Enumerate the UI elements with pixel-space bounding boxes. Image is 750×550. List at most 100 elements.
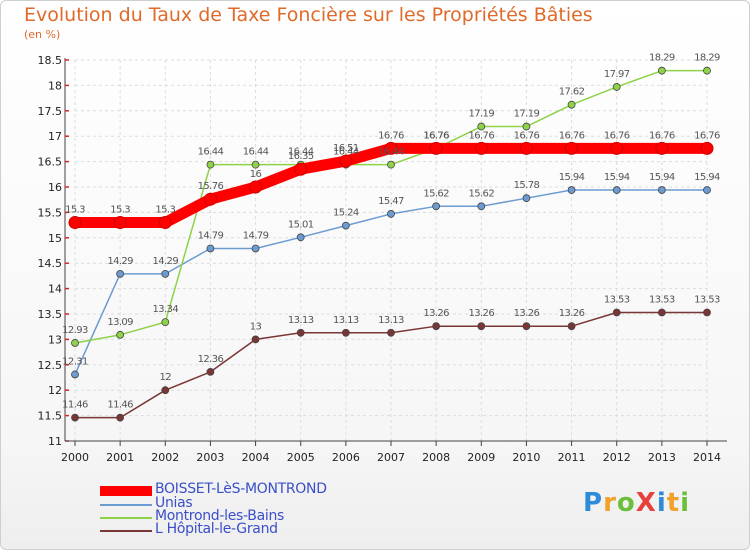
data-point: [296, 328, 305, 337]
data-point: [610, 141, 624, 155]
data-point: [567, 100, 576, 109]
data-point: [249, 180, 263, 194]
x-tick-label: 2007: [377, 451, 405, 464]
data-label: 13.26: [468, 308, 494, 319]
logo-letter: o: [616, 488, 636, 518]
data-label: 15.62: [423, 188, 449, 199]
logo-letter: X: [635, 488, 657, 518]
data-point: [296, 233, 305, 242]
y-tick-label: 11.5: [38, 410, 63, 423]
data-point: [161, 318, 170, 327]
data-point: [113, 216, 127, 230]
y-tick-label: 17.5: [38, 105, 63, 118]
x-tick-label: 2003: [196, 451, 224, 464]
y-tick-label: 18: [48, 79, 62, 92]
data-label: 13.53: [694, 294, 720, 305]
data-point: [477, 122, 486, 131]
y-tick-label: 12: [48, 384, 62, 397]
data-label: 14.29: [152, 256, 178, 267]
data-point: [612, 186, 621, 194]
x-tick-label: 2006: [332, 451, 360, 464]
data-point: [657, 308, 666, 317]
data-point: [251, 335, 260, 344]
data-label: 15.94: [694, 172, 720, 183]
data-label: 17.19: [468, 109, 494, 120]
y-tick-label: 16: [48, 181, 62, 194]
y-tick-label: 15.5: [38, 206, 63, 219]
data-label: 16.35: [288, 151, 314, 162]
data-label: 15.76: [198, 181, 224, 192]
data-point: [657, 186, 666, 194]
data-label: 11.46: [107, 400, 133, 411]
logo-letter: i: [656, 488, 667, 518]
data-label: 15.3: [65, 205, 85, 216]
x-tick-label: 2000: [61, 451, 89, 464]
data-label: 16.44: [333, 147, 359, 158]
y-axis-unit: (en %): [24, 28, 61, 41]
y-tick-label: 12.5: [38, 359, 63, 372]
data-point: [655, 141, 669, 155]
x-tick-label: 2008: [422, 451, 450, 464]
data-label: 13.34: [152, 304, 178, 315]
data-point: [71, 370, 79, 379]
data-label: 15.01: [288, 219, 314, 230]
y-tick-label: 18.5: [38, 54, 63, 67]
data-point: [203, 192, 217, 206]
data-label: 15.3: [155, 205, 175, 216]
data-point: [206, 244, 215, 253]
data-point: [432, 202, 441, 211]
data-label: 17.62: [559, 87, 585, 98]
data-label: 16.76: [604, 130, 630, 141]
legend-label: L Hôpital-le-Grand: [155, 521, 278, 537]
data-label: 14.29: [107, 256, 133, 267]
legend-label: BOISSET-LèS-MONTROND: [155, 481, 327, 497]
data-label: 15.94: [559, 172, 585, 183]
data-point: [384, 141, 398, 155]
data-label: 16.76: [468, 130, 494, 141]
data-label: 15.3: [110, 205, 130, 216]
chart-title: Evolution du Taux de Taxe Foncière sur l…: [24, 4, 593, 26]
x-tick-label: 2013: [648, 451, 676, 464]
data-point: [341, 221, 350, 230]
proxiti-logo: ProXiti: [583, 488, 690, 518]
data-point: [387, 160, 395, 169]
data-point: [251, 244, 260, 253]
y-tick-label: 13.5: [38, 308, 63, 321]
data-label: 13.26: [514, 308, 540, 319]
data-point: [341, 328, 350, 337]
data-label: 15.62: [468, 188, 494, 199]
data-point: [519, 141, 533, 155]
data-label: 16.76: [378, 130, 404, 141]
data-point: [477, 202, 486, 211]
data-label: 16.76: [423, 130, 449, 141]
data-point: [71, 413, 79, 422]
x-tick-label: 2004: [242, 451, 270, 464]
y-tick-label: 11: [48, 435, 62, 448]
legend-label: Unias: [155, 495, 193, 511]
data-label: 16.76: [514, 130, 540, 141]
data-label: 12: [160, 372, 172, 383]
data-label: 13.13: [288, 315, 314, 326]
data-point: [703, 66, 711, 75]
series-layer: [68, 66, 714, 422]
data-point: [703, 308, 711, 317]
x-tick-label: 2002: [151, 451, 179, 464]
data-point: [612, 83, 621, 91]
data-label: 14.79: [198, 230, 224, 241]
series-line: [74, 311, 708, 419]
data-point: [522, 322, 531, 331]
data-label: 12.31: [62, 356, 88, 367]
data-point: [612, 308, 621, 317]
data-label: 11.46: [62, 400, 88, 411]
data-point: [477, 322, 486, 331]
data-label: 12.36: [198, 354, 224, 365]
data-point: [387, 210, 395, 218]
data-label: 15.94: [604, 172, 630, 183]
data-label: 15.47: [378, 196, 404, 207]
data-label: 12.93: [62, 325, 88, 336]
data-label: 13.13: [333, 315, 359, 326]
data-point: [565, 141, 579, 155]
data-label: 17.19: [514, 109, 540, 120]
